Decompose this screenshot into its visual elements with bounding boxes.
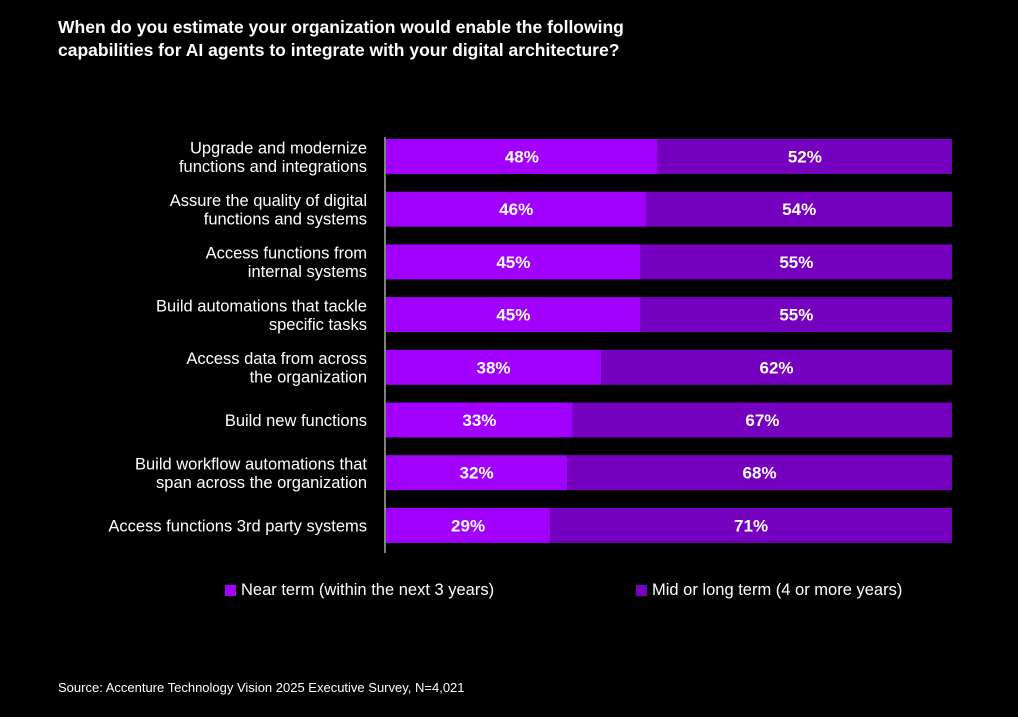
value-label-near-term-8: 29%	[451, 516, 485, 535]
chart-title: When do you estimate your organization w…	[58, 16, 758, 62]
category-label-8-line-1: Access functions 3rd party systems	[108, 517, 367, 535]
bar-mid-long-term-3	[640, 244, 952, 280]
category-label-7-line-1: Build workflow automations that	[135, 455, 367, 473]
category-label-7-line-2: span across the organization	[156, 474, 367, 492]
bar-near-term-3	[386, 244, 641, 280]
bar-mid-long-term-4	[640, 297, 952, 333]
category-label-4-line-1: Build automations that tackle	[156, 297, 367, 315]
bar-mid-long-term-7	[567, 455, 952, 491]
bar-near-term-8	[386, 507, 551, 543]
value-label-near-term-4: 45%	[496, 306, 530, 325]
value-label-near-term-3: 45%	[496, 253, 530, 272]
bar-mid-long-term-2	[646, 191, 952, 227]
value-label-near-term-5: 38%	[477, 358, 511, 377]
value-label-mid-long-term-3: 55%	[779, 253, 813, 272]
value-label-near-term-7: 32%	[460, 464, 494, 483]
chart-title-line-2: capabilities for AI agents to integrate …	[58, 40, 620, 60]
bar-near-term-6	[386, 402, 573, 438]
bar-near-term-1	[386, 139, 658, 174]
value-label-near-term-1: 48%	[505, 148, 539, 167]
value-label-mid-long-term-2: 54%	[782, 200, 816, 219]
source-note: Source: Accenture Technology Vision 2025…	[58, 680, 465, 695]
bar-near-term-5	[386, 349, 602, 385]
legend-item-mid-long-term: Mid or long term (4 or more years)	[636, 581, 902, 600]
category-label-6-line-1: Build new functions	[225, 412, 367, 430]
category-label-3-line-1: Access functions from	[206, 245, 367, 263]
legend-swatch-near-term	[225, 585, 236, 596]
legend: Near term (within the next 3 years) Mid …	[0, 581, 1018, 603]
chart-title-line-1: When do you estimate your organization w…	[58, 17, 624, 37]
bar-near-term-4	[386, 297, 641, 333]
bar-near-term-7	[386, 455, 568, 491]
bar-near-term-2	[386, 191, 647, 227]
category-label-4-line-2: specific tasks	[269, 316, 367, 334]
category-label-5-line-1: Access data from across	[186, 350, 367, 368]
category-label-5-line-2: the organization	[250, 369, 367, 387]
legend-swatch-mid-long-term	[636, 585, 647, 596]
category-label-3-line-2: internal systems	[248, 263, 367, 281]
category-label-1-line-1: Upgrade and modernize	[190, 139, 367, 157]
category-label-1-line-2: functions and integrations	[179, 158, 367, 176]
value-label-mid-long-term-4: 55%	[779, 306, 813, 325]
category-label-2-line-1: Assure the quality of digital	[170, 192, 367, 210]
bar-mid-long-term-1	[657, 139, 952, 174]
bar-mid-long-term-5	[601, 349, 952, 385]
bar-mid-long-term-8	[550, 507, 952, 543]
legend-item-near-term: Near term (within the next 3 years)	[225, 581, 494, 600]
value-label-mid-long-term-5: 62%	[760, 358, 794, 377]
value-label-mid-long-term-7: 68%	[743, 464, 777, 483]
value-label-near-term-6: 33%	[462, 411, 496, 430]
value-label-mid-long-term-1: 52%	[788, 148, 822, 167]
value-label-near-term-2: 46%	[499, 200, 533, 219]
category-label-2-line-2: functions and systems	[204, 210, 367, 228]
legend-label-near-term: Near term (within the next 3 years)	[241, 581, 495, 599]
bar-mid-long-term-6	[572, 402, 952, 438]
value-label-mid-long-term-8: 71%	[734, 516, 768, 535]
legend-label-mid-long-term: Mid or long term (4 or more years)	[652, 581, 903, 599]
value-label-mid-long-term-6: 67%	[745, 411, 779, 430]
